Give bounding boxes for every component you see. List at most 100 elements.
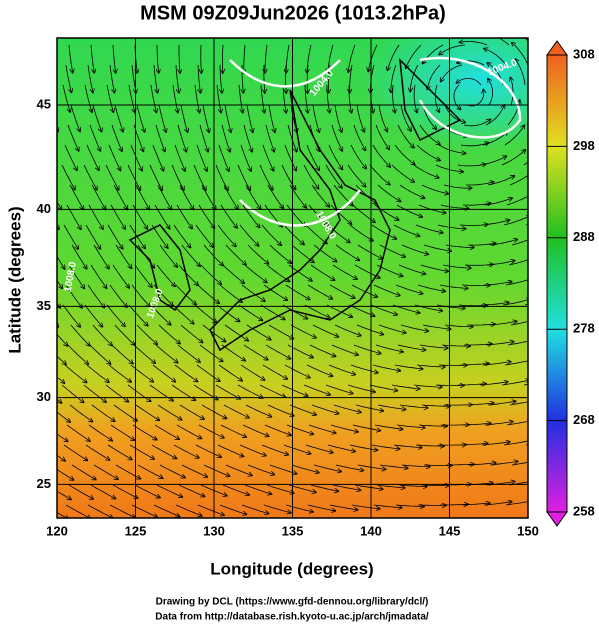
streamline <box>135 404 159 420</box>
streamline <box>107 224 123 249</box>
streamline <box>44 65 50 92</box>
streamline <box>326 304 352 317</box>
streamline <box>465 403 494 405</box>
streamline <box>436 304 465 308</box>
streamline <box>65 504 91 518</box>
streamline <box>460 143 489 147</box>
streamline <box>486 261 515 266</box>
streamline <box>152 144 164 171</box>
streamline <box>286 64 287 93</box>
streamline <box>219 504 246 514</box>
streamline <box>306 364 333 376</box>
streamline <box>353 344 381 354</box>
streamline <box>393 84 396 113</box>
streamline <box>305 525 332 531</box>
streamline <box>150 84 156 113</box>
streamline <box>458 305 487 306</box>
streamline <box>441 345 470 346</box>
streamline <box>530 99 539 125</box>
streamline <box>286 204 305 226</box>
streamline <box>238 304 262 320</box>
streamline <box>372 364 400 371</box>
streamline <box>65 64 71 93</box>
streamline <box>57 279 62 289</box>
x-tick-label: 130 <box>203 523 225 538</box>
streamline <box>379 464 408 468</box>
streamline <box>135 184 150 210</box>
streamline <box>464 344 492 345</box>
streamline <box>456 77 482 86</box>
streamline <box>393 224 420 236</box>
isobar <box>229 59 341 88</box>
streamline <box>107 444 132 460</box>
streamline <box>57 200 62 210</box>
streamline <box>416 144 440 161</box>
streamline <box>287 124 297 152</box>
streamline <box>247 244 269 264</box>
streamline <box>533 77 535 105</box>
streamline <box>413 384 442 387</box>
streamline <box>109 284 127 307</box>
streamline <box>260 304 285 320</box>
streamline <box>369 164 390 185</box>
streamline <box>115 244 132 268</box>
colorbar-cap <box>546 511 568 527</box>
streamline <box>395 284 423 294</box>
streamline <box>461 503 490 505</box>
streamline <box>196 364 220 381</box>
streamline <box>398 264 426 274</box>
streamline <box>440 204 469 208</box>
streamline <box>112 264 129 288</box>
streamline <box>445 244 474 247</box>
streamline <box>134 264 152 287</box>
streamline <box>261 224 281 245</box>
streamline <box>376 264 403 276</box>
streamline <box>410 64 419 92</box>
streamline <box>71 244 87 269</box>
streamline <box>414 84 417 113</box>
streamline <box>489 239 517 246</box>
streamline <box>434 84 439 112</box>
streamline <box>420 485 449 486</box>
streamline <box>313 464 341 472</box>
streamline <box>331 124 342 151</box>
streamline <box>327 224 350 243</box>
streamline <box>259 384 285 397</box>
streamline <box>224 324 248 341</box>
streamline <box>307 284 332 299</box>
streamline <box>422 324 451 329</box>
streamline <box>68 484 93 499</box>
streamline <box>393 444 422 448</box>
streamline <box>393 525 421 526</box>
streamline <box>485 342 514 346</box>
streamline <box>353 124 366 150</box>
streamline <box>218 144 229 171</box>
coastline <box>399 57 462 142</box>
streamline <box>197 284 219 303</box>
streamline <box>222 44 223 73</box>
colorbar-tick-label: 288 <box>573 229 595 244</box>
streamline <box>219 284 242 302</box>
streamline <box>309 124 319 151</box>
streamline <box>443 184 472 188</box>
streamline <box>239 444 266 456</box>
streamline <box>176 424 202 439</box>
streamline <box>173 444 199 458</box>
streamline <box>511 461 528 466</box>
streamline <box>267 404 294 416</box>
streamline <box>109 504 135 518</box>
streamline <box>466 182 494 186</box>
streamline <box>330 204 352 224</box>
streamline <box>459 523 487 525</box>
streamline <box>368 44 378 72</box>
streamline <box>515 59 526 86</box>
colorbar-tick-label: 298 <box>573 138 595 153</box>
streamline <box>64 364 87 383</box>
streamline <box>150 304 171 325</box>
streamline <box>485 105 504 126</box>
streamline <box>85 224 100 249</box>
streamline <box>198 424 224 438</box>
streamline <box>106 304 125 326</box>
streamline <box>88 424 112 441</box>
